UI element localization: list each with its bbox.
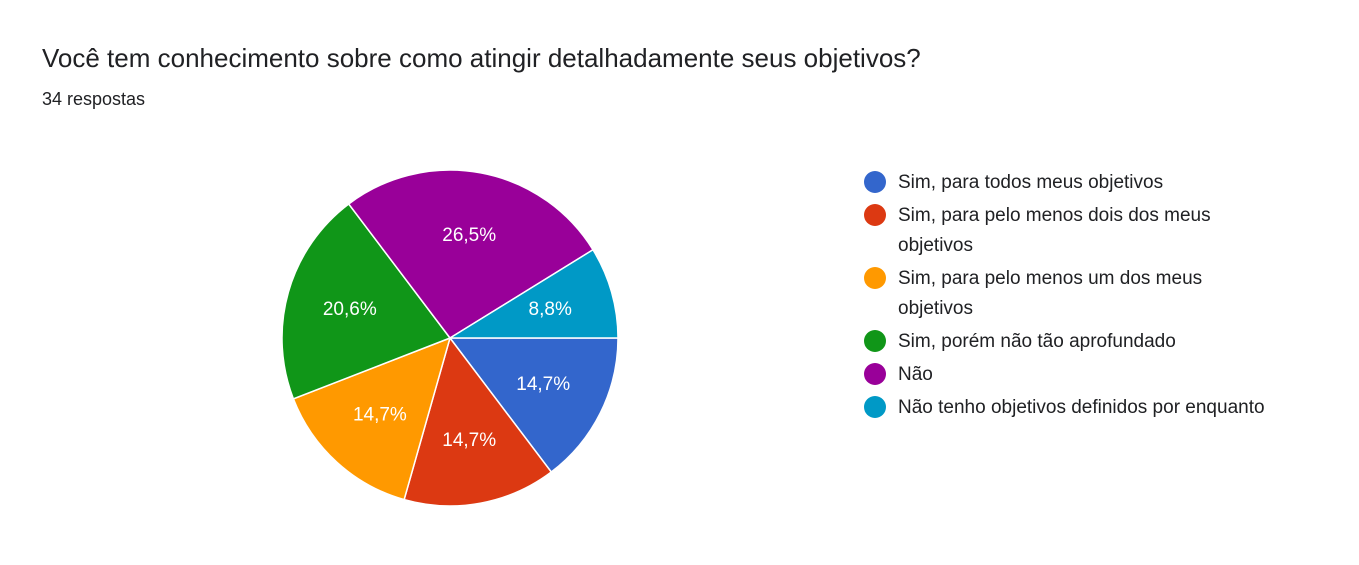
pie-slice-1[interactable] [448, 337, 619, 474]
legend-swatch-icon [864, 204, 886, 226]
chart-legend: Sim, para todos meus objetivos Sim, para … [864, 168, 1284, 426]
legend-item-1[interactable]: Sim, para todos meus objetivos [864, 168, 1284, 198]
pie-slice-2[interactable] [403, 336, 553, 507]
legend-label: Sim, porém não tão aprofundado [898, 331, 1176, 352]
legend-label: Sim, para todos meus objetivos [898, 172, 1164, 193]
pie-slice-label-3: 14,7% [353, 405, 407, 426]
pie-slice-label-6: 8,8% [529, 299, 572, 320]
legend-label: Sim, para pelo menos dois dos meus objet… [898, 205, 1211, 256]
pie-slice-label-5: 26,5% [442, 225, 496, 246]
pie-slice-label-4: 20,6% [323, 299, 377, 320]
pie-slice-5[interactable] [347, 169, 595, 339]
legend-item-3[interactable]: Sim, para pelo menos um dos meus objetiv… [864, 264, 1284, 324]
legend-swatch-icon [864, 171, 886, 193]
legend-item-5[interactable]: Não [864, 360, 1284, 390]
legend-label: Sim, para pelo menos um dos meus objetiv… [898, 268, 1203, 319]
pie-slices [281, 169, 619, 507]
legend-item-6[interactable]: Não tenho objetivos definidos por enquan… [864, 393, 1284, 423]
legend-swatch-icon [864, 396, 886, 418]
legend-item-2[interactable]: Sim, para pelo menos dois dos meus objet… [864, 201, 1284, 261]
legend-swatch-icon [864, 330, 886, 352]
pie-slice-label-2: 14,7% [442, 430, 496, 451]
pie-slice-4[interactable] [281, 202, 452, 400]
legend-item-4[interactable]: Sim, porém não tão aprofundado [864, 327, 1284, 357]
pie-slice-6[interactable] [447, 248, 619, 339]
pie-labels: 14,7% 14,7% 14,7% 20,6% 26,5% 8,8% [323, 225, 572, 451]
response-count: 34 respostas [42, 89, 146, 109]
legend-swatch-icon [864, 267, 886, 289]
pie-slice-label-1: 14,7% [516, 374, 570, 395]
legend-label: Não [898, 364, 933, 385]
legend-label: Não tenho objetivos definidos por enquan… [898, 397, 1265, 418]
chart-title: Você tem conhecimento sobre como atingir… [42, 43, 921, 73]
pie-slice-3[interactable] [292, 336, 452, 501]
legend-swatch-icon [864, 363, 886, 385]
